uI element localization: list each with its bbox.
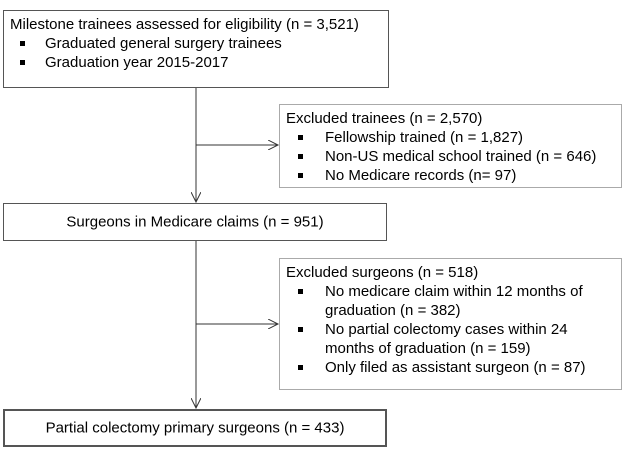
exclusion-text: Non-US medical school trained (n = 646) xyxy=(325,148,597,165)
excluded-surgeons-list: No medicare claim within 12 months of gr… xyxy=(286,282,615,377)
eligibility-title: Milestone trainees assessed for eligibil… xyxy=(10,16,359,33)
exclusion-text: No partial colectomy cases within 24 mon… xyxy=(325,321,568,357)
bullet-square-icon xyxy=(298,327,303,332)
eligibility-criteria-list: Graduated general surgery trainees Gradu… xyxy=(10,34,382,72)
list-item: Non-US medical school trained (n = 646) xyxy=(286,147,615,166)
list-item: Fellowship trained (n = 1,827) xyxy=(286,128,615,147)
exclusion-text: Only filed as assistant surgeon (n = 87) xyxy=(325,359,586,376)
bullet-square-icon xyxy=(298,365,303,370)
list-item: No Medicare records (n= 97) xyxy=(286,166,615,185)
excluded-trainees-list: Fellowship trained (n = 1,827) Non-US me… xyxy=(286,128,615,185)
excluded-trainees-box: Excluded trainees (n = 2,570) Fellowship… xyxy=(279,104,622,188)
bullet-square-icon xyxy=(298,135,303,140)
exclusion-text: No Medicare records (n= 97) xyxy=(325,167,517,184)
exclusion-text: No medicare claim within 12 months of gr… xyxy=(325,283,583,319)
medicare-surgeons-box: Surgeons in Medicare claims (n = 951) xyxy=(3,203,387,241)
bullet-square-icon xyxy=(298,173,303,178)
list-item: Graduation year 2015-2017 xyxy=(10,53,382,72)
list-item: No medicare claim within 12 months of gr… xyxy=(286,282,615,320)
criterion-text: Graduated general surgery trainees xyxy=(45,35,282,52)
list-item: Only filed as assistant surgeon (n = 87) xyxy=(286,358,615,377)
bullet-square-icon xyxy=(20,60,25,65)
bullet-square-icon xyxy=(298,289,303,294)
excluded-trainees-title: Excluded trainees (n = 2,570) xyxy=(286,110,483,127)
bullet-square-icon xyxy=(20,41,25,46)
eligibility-box: Milestone trainees assessed for eligibil… xyxy=(3,10,389,88)
list-item: Graduated general surgery trainees xyxy=(10,34,382,53)
final-cohort-box: Partial colectomy primary surgeons (n = … xyxy=(3,409,387,447)
excluded-surgeons-title: Excluded surgeons (n = 518) xyxy=(286,264,479,281)
medicare-surgeons-title: Surgeons in Medicare claims (n = 951) xyxy=(66,213,324,231)
list-item: No partial colectomy cases within 24 mon… xyxy=(286,320,615,358)
excluded-surgeons-box: Excluded surgeons (n = 518) No medicare … xyxy=(279,258,622,390)
final-cohort-title: Partial colectomy primary surgeons (n = … xyxy=(45,419,345,437)
criterion-text: Graduation year 2015-2017 xyxy=(45,54,229,71)
bullet-square-icon xyxy=(298,154,303,159)
exclusion-text: Fellowship trained (n = 1,827) xyxy=(325,129,524,146)
